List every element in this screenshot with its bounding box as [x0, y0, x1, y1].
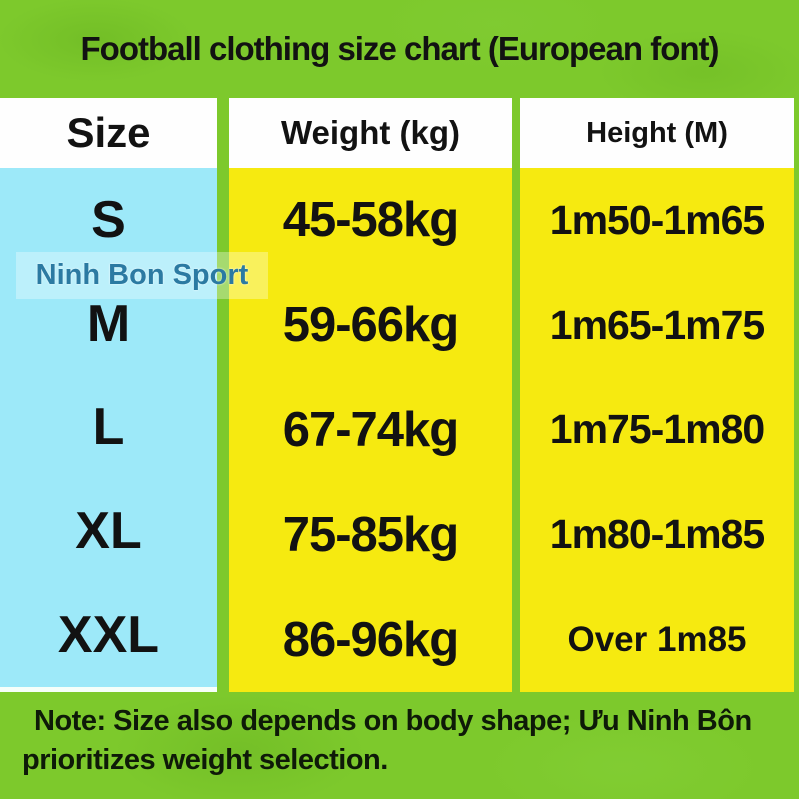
height-cell-xxl: Over 1m85 — [567, 619, 747, 659]
weight-cell-xl: 75-85kg — [282, 507, 460, 562]
column-header-size: Size — [0, 98, 217, 168]
column-size: Size S M L XL XXL — [0, 98, 217, 692]
weight-cell-l: 67-74kg — [282, 402, 460, 457]
weight-cell-m: 59-66kg — [282, 298, 460, 353]
height-cell-s: 1m50-1m65 — [549, 196, 765, 243]
column-header-weight: Weight (kg) — [229, 98, 512, 168]
weight-cell-s: 45-58kg — [282, 193, 460, 248]
column-body-weight: 45-58kg 59-66kg 67-74kg 75-85kg 86-96kg — [229, 168, 512, 692]
size-cell-l: L — [92, 398, 125, 457]
footer-note-line-1: Note: Size also depends on body shape; Ư… — [34, 705, 752, 737]
height-cell-xl: 1m80-1m85 — [549, 511, 765, 558]
column-body-height: 1m50-1m65 1m65-1m75 1m75-1m80 1m80-1m85 … — [520, 168, 794, 692]
size-cell-xxl: XXL — [57, 606, 160, 665]
column-body-size: S M L XL XXL — [0, 168, 217, 692]
column-header-height: Height (M) — [520, 98, 794, 168]
size-cell-xl: XL — [75, 502, 142, 561]
weight-cell-xxl: 86-96kg — [282, 612, 460, 667]
height-cell-l: 1m75-1m80 — [549, 406, 765, 453]
page-title: Football clothing size chart (European f… — [80, 29, 720, 67]
size-cell-m: M — [86, 294, 131, 353]
height-cell-m: 1m65-1m75 — [549, 301, 765, 348]
column-weight: Weight (kg) 45-58kg 59-66kg 67-74kg 75-8… — [229, 98, 512, 692]
watermark-ninh-bon-sport: Ninh Bon Sport — [16, 252, 268, 299]
footer-note: Note: Size also depends on body shape; Ư… — [22, 702, 788, 779]
column-height: Height (M) 1m50-1m65 1m65-1m75 1m75-1m80… — [520, 98, 794, 692]
size-cell-s: S — [91, 190, 126, 249]
footer-note-line-2: prioritizes weight selection. — [22, 743, 388, 776]
